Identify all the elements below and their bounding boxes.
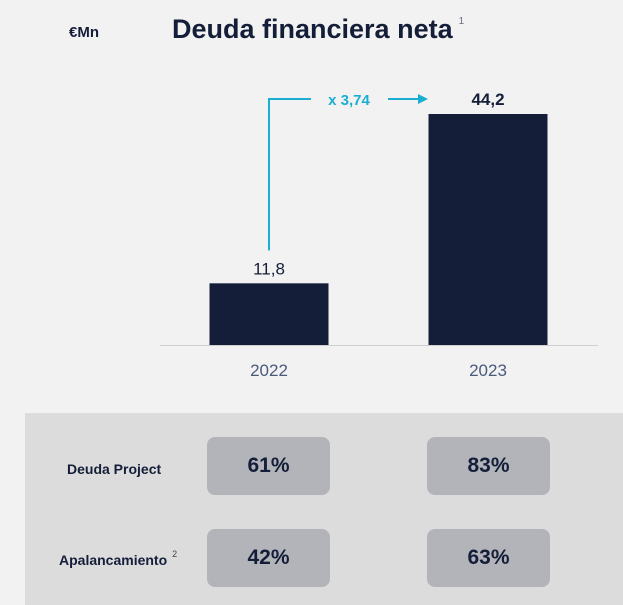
- unit-label: €Mn: [69, 24, 99, 41]
- bar-2022: [209, 283, 329, 345]
- kpi-value-deuda-project-2023: 83%: [427, 437, 550, 495]
- kpi-label-text: Deuda Project: [67, 461, 162, 477]
- kpi-value-apalancamiento-2022: 42%: [207, 529, 330, 587]
- chart-title-text: Deuda financiera neta: [172, 14, 453, 44]
- kpi-value-apalancamiento-2023: 63%: [427, 529, 550, 587]
- kpi-label-deuda-project: Deuda Project: [67, 458, 166, 477]
- kpi-label-text: Apalancamiento: [59, 552, 168, 568]
- kpi-footnote-marker: 2: [172, 549, 178, 559]
- kpi-label-apalancamiento: Apalancamiento 2: [59, 549, 177, 568]
- kpi-panel: Deuda Project 61% 83% Apalancamiento 2 42…: [25, 413, 623, 605]
- growth-annotation-label: x 3,74: [328, 92, 370, 109]
- title-footnote-marker: 1: [458, 16, 465, 27]
- growth-arrow-line-left: [268, 98, 311, 251]
- bar-chart: 11,8 2022 44,2 2023 x 3,74: [160, 90, 598, 380]
- chart-title: Deuda financiera neta 1: [172, 14, 464, 45]
- kpi-value-deuda-project-2022: 61%: [207, 437, 330, 495]
- x-tick-label-2022: 2022: [250, 361, 288, 380]
- data-label-2023: 44,2: [471, 90, 504, 109]
- growth-arrowhead: [418, 94, 428, 104]
- bar-2023: [428, 114, 548, 345]
- data-label-2022: 11,8: [253, 259, 285, 278]
- x-tick-label-2023: 2023: [469, 361, 507, 380]
